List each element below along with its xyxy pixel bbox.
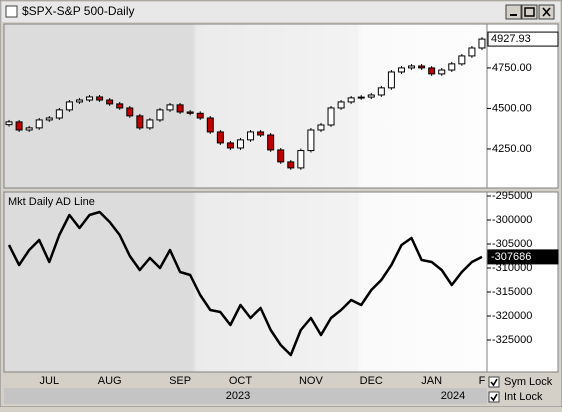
last-value-box <box>487 31 559 47</box>
candle-body <box>317 124 325 131</box>
candle-body <box>267 134 275 151</box>
candle-body <box>327 107 335 126</box>
price-axis-panel <box>486 23 559 189</box>
window-icon <box>5 5 18 18</box>
candle-body <box>186 111 194 114</box>
candle-body <box>418 65 426 69</box>
y-tick-label: -300000 <box>492 214 532 226</box>
checkbox-label: Sym Lock <box>504 376 553 388</box>
last-value-box <box>487 249 559 265</box>
last-value-label: -307686 <box>491 251 531 263</box>
candle-body <box>236 139 244 149</box>
ad-panel <box>3 191 488 373</box>
candle-body <box>116 103 124 109</box>
window-title: $SPX-S&P 500-Daily <box>22 4 135 18</box>
candle-body <box>247 131 255 141</box>
candle-body <box>307 129 315 152</box>
y-tick-label: -315000 <box>492 286 532 298</box>
candle-body <box>206 117 214 133</box>
candle-body <box>146 119 154 129</box>
close-icon <box>542 7 551 17</box>
candle-body <box>297 150 305 169</box>
checkbox[interactable] <box>488 376 500 388</box>
candle-body <box>408 65 416 69</box>
x-tick-label: OCT <box>229 375 253 387</box>
x-tick-label: SEP <box>169 375 191 387</box>
x-tick-label: JUL <box>40 375 60 387</box>
y-tick-label: -295000 <box>492 190 532 202</box>
maximize-icon <box>524 7 535 17</box>
candle-body <box>106 99 114 105</box>
y-tick-label: -320000 <box>492 310 532 322</box>
candle-body <box>367 94 375 98</box>
candle-body <box>226 142 234 149</box>
ad-line <box>7 210 483 357</box>
y-tick-label: 4500.00 <box>492 102 532 114</box>
candle-body <box>45 117 53 121</box>
candle-body <box>35 119 43 129</box>
candle-body <box>86 96 94 101</box>
x-tick-label: DEC <box>360 375 383 387</box>
y-tick-label: -325000 <box>492 334 532 346</box>
price-panel <box>3 23 488 189</box>
window-buttons[interactable] <box>505 4 555 20</box>
candle-body <box>55 109 63 119</box>
ad-panel-title: Mkt Daily AD Line <box>8 196 95 208</box>
candle-body <box>166 104 174 111</box>
month-axis <box>4 373 487 388</box>
candle-body <box>438 69 446 75</box>
candle-body <box>196 112 204 119</box>
minimize-button[interactable] <box>505 4 522 20</box>
candle-body <box>136 115 144 129</box>
x-tick-label: AUG <box>98 375 122 387</box>
checkmark <box>490 378 498 387</box>
candle-body <box>377 87 385 96</box>
candle-body <box>458 55 466 65</box>
candle-body <box>25 127 33 131</box>
candle-body <box>397 67 405 73</box>
candle-body <box>126 107 134 117</box>
y-tick-label: -305000 <box>492 238 532 250</box>
candle-body <box>428 67 436 75</box>
candle-body <box>357 96 365 99</box>
candle-body <box>156 109 164 121</box>
candle-body <box>337 101 345 109</box>
candle-body <box>5 121 13 126</box>
year-label: 2024 <box>441 390 465 402</box>
candle-body <box>96 96 104 101</box>
candle-body <box>15 121 23 131</box>
candle-body <box>287 161 295 169</box>
ad-axis-panel <box>486 191 559 373</box>
y-tick-label: 4750.00 <box>492 62 532 74</box>
candle-body <box>478 38 486 49</box>
candle-body <box>176 104 184 113</box>
candle-body <box>347 97 355 103</box>
year-axis <box>4 388 487 404</box>
title-bar <box>2 2 560 22</box>
x-tick-label: JAN <box>421 375 442 387</box>
year-label: 2023 <box>226 390 250 402</box>
y-tick-label: -310000 <box>492 262 532 274</box>
candle-body <box>387 71 395 89</box>
candle-body <box>448 63 456 71</box>
x-tick-label: NOV <box>299 375 324 387</box>
checkbox[interactable] <box>488 391 500 403</box>
y-tick-label: 4250.00 <box>492 143 532 155</box>
candle-body <box>65 101 73 111</box>
candle-body <box>75 99 83 103</box>
last-value-label: 4927.93 <box>491 33 531 45</box>
candle-body <box>277 149 285 163</box>
x-tick-label: F <box>479 375 486 387</box>
checkbox-label: Int Lock <box>504 391 543 403</box>
checkmark <box>490 393 498 402</box>
candle-body <box>257 131 265 136</box>
candle-body <box>216 131 224 144</box>
candle-body <box>468 47 476 57</box>
